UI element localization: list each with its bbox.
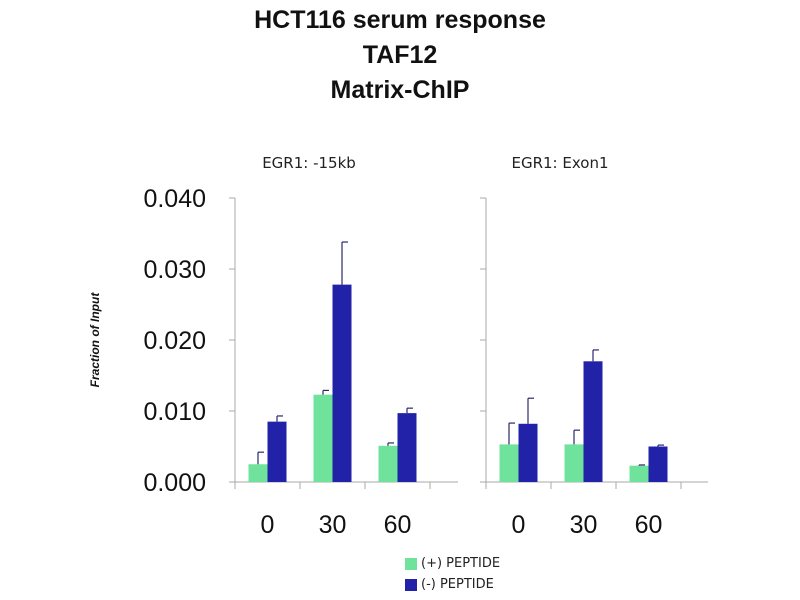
bar-plus-peptide	[248, 464, 268, 482]
chart-title-line-2: TAF12	[362, 41, 438, 69]
bar-minus-peptide	[267, 421, 287, 482]
legend-swatch-minus	[405, 578, 417, 591]
bar-minus-peptide	[583, 361, 603, 482]
y-tick-label: 0.000	[143, 469, 206, 497]
y-tick-label: 0.010	[143, 398, 206, 426]
y-tick-label: 0.020	[143, 327, 206, 355]
bar-minus-peptide	[397, 413, 417, 482]
x-tick-label: 30	[570, 511, 598, 539]
legend-item-minus-peptide: (-) PEPTIDE	[405, 577, 494, 592]
panel-title: EGR1: Exon1	[511, 154, 608, 172]
chart-title-line-3: Matrix-ChIP	[330, 76, 470, 104]
bar-minus-peptide	[332, 284, 352, 482]
bar-plus-peptide	[313, 394, 333, 482]
x-tick-label: 60	[635, 511, 663, 539]
bar-plus-peptide	[629, 465, 649, 482]
x-tick-label: 30	[319, 511, 347, 539]
panel-title: EGR1: -15kb	[262, 154, 356, 172]
y-tick-label: 0.040	[143, 185, 206, 213]
legend-swatch-plus	[405, 557, 417, 570]
chart-title-line-1: HCT116 serum response	[254, 6, 546, 34]
y-tick-label: 0.030	[143, 256, 206, 284]
bar-plus-peptide	[378, 445, 398, 482]
legend-label-minus: (-) PEPTIDE	[421, 577, 494, 592]
bar-plus-peptide	[564, 444, 584, 482]
x-tick-label: 0	[261, 511, 275, 539]
y-axis-label: Fraction of Input	[88, 292, 102, 388]
x-tick-label: 0	[512, 511, 526, 539]
bar-plus-peptide	[499, 444, 519, 482]
chart-canvas: Fraction of Input 0.000 0.010 0.020 0.030 0.0…	[88, 154, 708, 539]
bar-minus-peptide	[518, 423, 538, 482]
bar-minus-peptide	[648, 446, 668, 482]
legend-item-plus-peptide: (+) PEPTIDE	[405, 556, 500, 571]
legend-label-plus: (+) PEPTIDE	[421, 556, 501, 571]
x-tick-label: 60	[384, 511, 412, 539]
